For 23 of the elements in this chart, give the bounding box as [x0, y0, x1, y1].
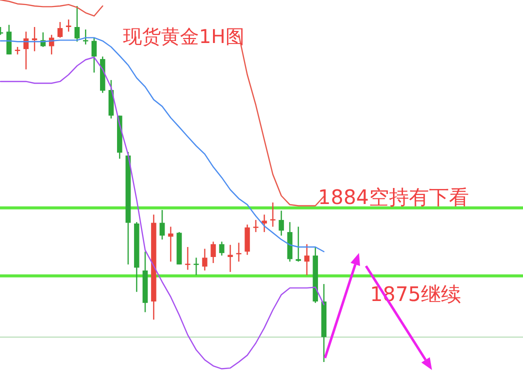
candlestick — [66, 18, 72, 32]
candlestick — [210, 241, 216, 264]
candlestick — [304, 244, 310, 276]
candlestick — [219, 241, 224, 256]
text: 现货黄金1H图 — [123, 26, 244, 48]
candlestick — [92, 37, 97, 74]
candlestick — [168, 226, 174, 262]
candlestick — [202, 248, 208, 272]
ref-line-label: 1884空持有下看 — [318, 184, 469, 209]
candlestick — [6, 24, 12, 56]
candlestick — [228, 244, 233, 273]
candlestick — [278, 210, 284, 236]
candlestick — [262, 214, 267, 233]
candlestick — [83, 28, 88, 46]
candlestick — [296, 226, 301, 262]
candlestick — [160, 209, 165, 240]
candlestick — [185, 246, 190, 270]
candlestick — [57, 21, 63, 38]
candlestick — [270, 202, 276, 228]
candlestick — [194, 257, 199, 276]
candlestick — [253, 219, 258, 233]
candlestick — [74, 5, 80, 42]
candlestick — [236, 242, 242, 262]
